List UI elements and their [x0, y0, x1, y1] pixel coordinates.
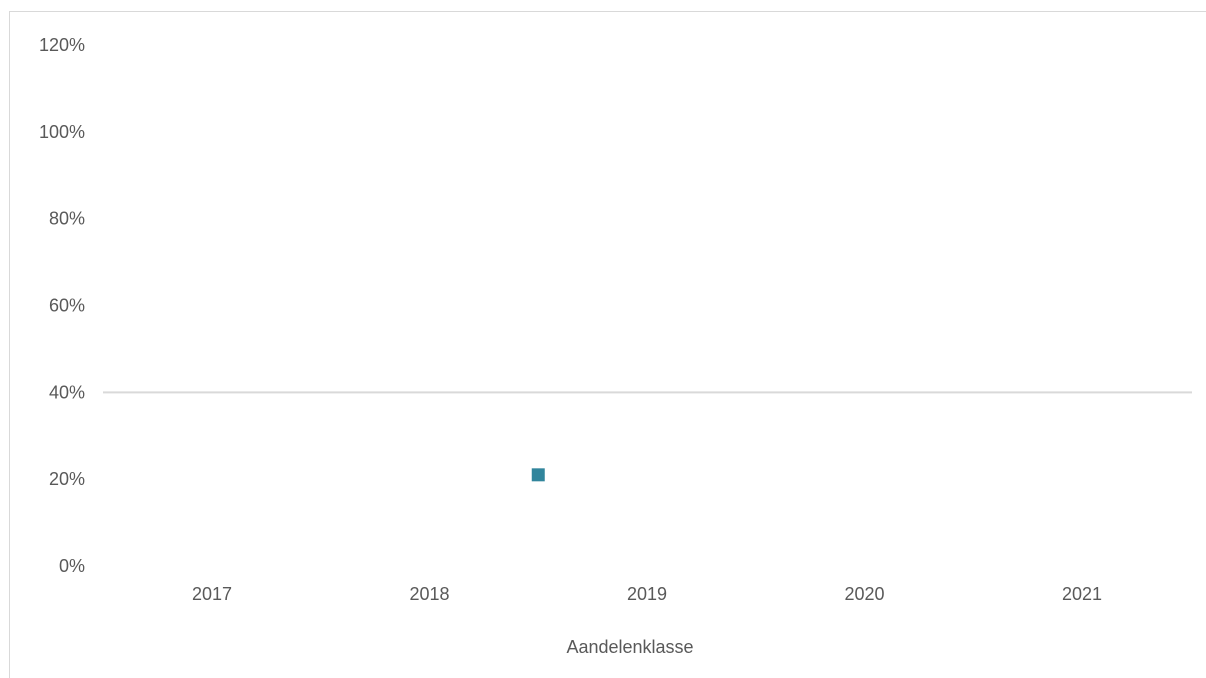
y-tick-label: 0%: [59, 556, 85, 576]
chart-frame: [9, 11, 1206, 678]
y-tick-label: 60%: [49, 296, 85, 316]
x-tick-label: 2019: [627, 584, 667, 604]
y-tick-label: 100%: [39, 122, 85, 142]
x-tick-label: 2017: [192, 584, 232, 604]
x-tick-label: 2020: [844, 584, 884, 604]
x-axis-title: Aandelenklasse: [566, 637, 693, 657]
y-tick-label: 120%: [39, 35, 85, 55]
x-tick-label: 2018: [409, 584, 449, 604]
data-point: [531, 468, 545, 482]
y-axis-ticks: 0% 20% 40% 60% 80% 100% 120%: [39, 35, 85, 576]
y-tick-label: 80%: [49, 209, 85, 229]
x-axis-ticks: 2017 2018 2019 2020 2021: [192, 584, 1102, 604]
data-points: [531, 468, 545, 482]
y-tick-label: 40%: [49, 382, 85, 402]
y-tick-label: 20%: [49, 469, 85, 489]
x-tick-label: 2021: [1062, 584, 1102, 604]
